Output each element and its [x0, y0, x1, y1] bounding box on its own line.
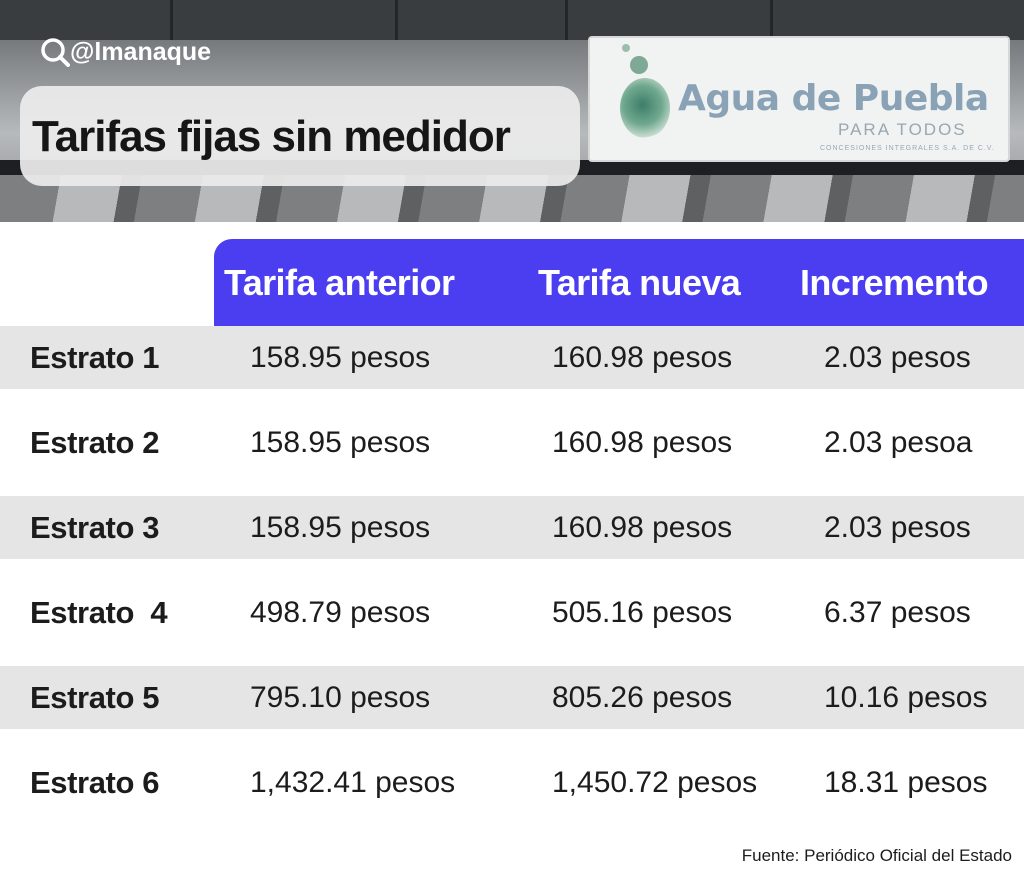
row-label: Estrato 5: [30, 680, 160, 715]
building-facade: [0, 0, 1024, 40]
logo-bubble-icon: [630, 56, 648, 74]
logo-bubble-icon: [622, 44, 630, 52]
cell-incremento: 10.16 pesos: [824, 681, 988, 714]
agua-de-puebla-sign: Agua de Puebla PARA TODOS CONCESIONES IN…: [590, 38, 1008, 160]
cell-incremento: 6.37 pesos: [824, 596, 971, 629]
cell-nueva: 1,450.72 pesos: [552, 766, 758, 799]
title-box: [20, 86, 580, 186]
row-label: Estrato 2: [30, 425, 160, 460]
window-frame: [170, 0, 173, 40]
cell-nueva: 160.98 pesos: [552, 426, 733, 459]
cell-incremento: 2.03 pesos: [824, 511, 971, 544]
handle-text: @lmanaque: [70, 37, 212, 66]
magnifier-icon: [41, 38, 70, 67]
table-row: Estrato 5 795.10 pesos 805.26 pesos 10.1…: [0, 666, 1024, 729]
table-row: Estrato 4 498.79 pesos 505.16 pesos 6.37…: [0, 581, 1024, 644]
table-row: Estrato 3 158.95 pesos 160.98 pesos 2.03…: [0, 496, 1024, 559]
cell-anterior: 498.79 pesos: [250, 596, 431, 629]
sign-tagline: PARA TODOS: [838, 120, 967, 139]
cell-anterior: 158.95 pesos: [250, 511, 431, 544]
sign-legal: CONCESIONES INTEGRALES S.A. DE C.V.: [820, 145, 995, 152]
window-frame: [395, 0, 398, 40]
cell-incremento: 2.03 pesos: [824, 341, 971, 374]
cell-anterior: 158.95 pesos: [250, 426, 431, 459]
sign-brand: Agua de Puebla: [678, 78, 989, 119]
cell-nueva: 160.98 pesos: [552, 341, 733, 374]
column-header-anterior: Tarifa anterior: [224, 262, 455, 303]
table-header-band: [214, 239, 1024, 327]
table-row: Estrato 1 158.95 pesos 160.98 pesos 2.03…: [0, 326, 1024, 389]
cell-nueva: 160.98 pesos: [552, 511, 733, 544]
row-label: Estrato 1: [30, 340, 160, 375]
row-label: Estrato 6: [30, 765, 160, 800]
cell-incremento: 2.03 pesoa: [824, 426, 973, 459]
row-label: Estrato 3: [30, 510, 160, 545]
page-title: Tarifas fijas sin medidor: [32, 112, 511, 161]
social-handle: @lmanaque: [40, 36, 211, 68]
column-header-incremento: Incremento: [800, 262, 989, 303]
table-row: Estrato 6 1,432.41 pesos 1,450.72 pesos …: [0, 751, 1024, 814]
cell-anterior: 1,432.41 pesos: [250, 766, 456, 799]
cell-anterior: 795.10 pesos: [250, 681, 431, 714]
water-drop-logo-icon: [620, 78, 670, 138]
table-row: Estrato 2 158.95 pesos 160.98 pesos 2.03…: [0, 411, 1024, 474]
column-header-nueva: Tarifa nueva: [538, 262, 741, 303]
cell-anterior: 158.95 pesos: [250, 341, 431, 374]
window-frame: [770, 0, 773, 40]
source-note: Fuente: Periódico Oficial del Estado: [741, 846, 1012, 865]
cell-incremento: 18.31 pesos: [824, 766, 988, 799]
row-label: Estrato 4: [30, 595, 168, 630]
header-photo: Agua de Puebla PARA TODOS CONCESIONES IN…: [0, 0, 1024, 222]
cell-nueva: 505.16 pesos: [552, 596, 733, 629]
window-frame: [565, 0, 568, 40]
cell-nueva: 805.26 pesos: [552, 681, 733, 714]
